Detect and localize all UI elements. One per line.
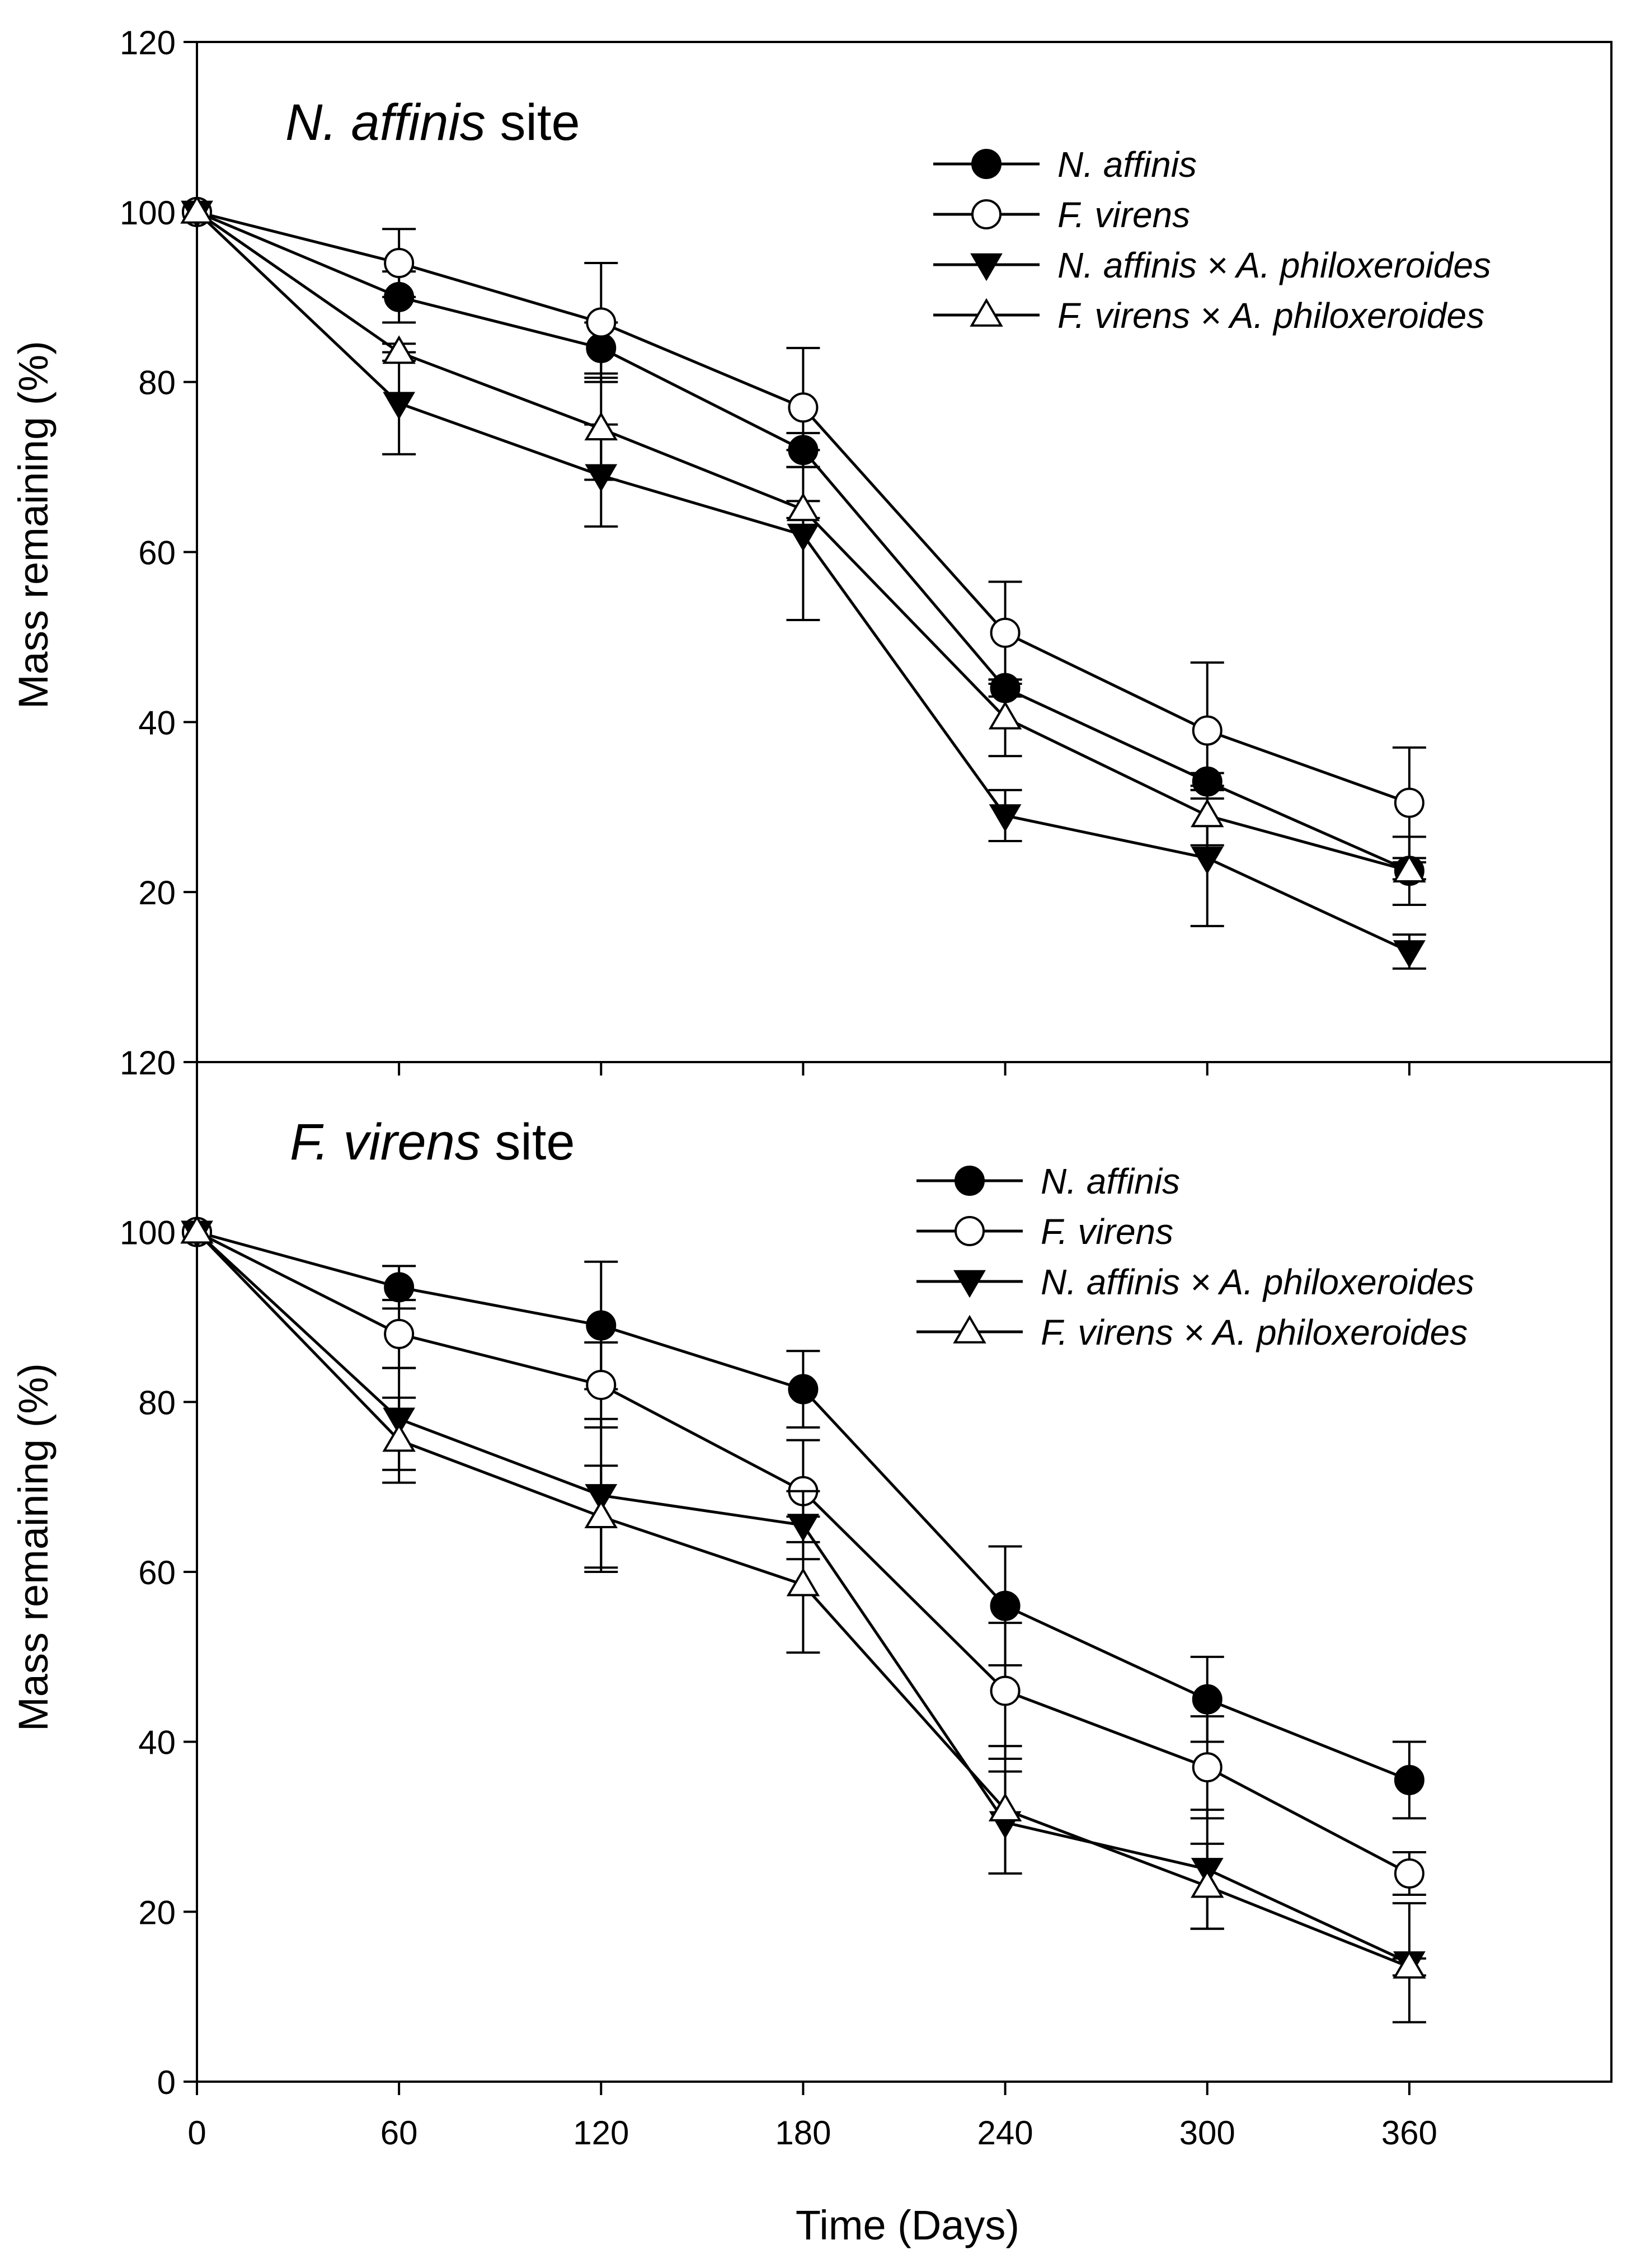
panel-1-series-4-point (1190, 799, 1224, 828)
panel-1-y-tick-label: 80 (138, 364, 176, 402)
panel-2-y-tick-label: 60 (138, 1554, 176, 1591)
panel-2-series-2-point (1394, 1858, 1425, 1889)
panel-1-series-4 (180, 195, 1426, 906)
panel-2-title-suffix: site (481, 1114, 575, 1171)
panel-2-x-tick-label: 120 (573, 2114, 629, 2152)
panel-2-series-4-point (988, 1792, 1022, 1821)
panel-1-y-tick-label: 20 (138, 874, 176, 912)
panel-2-y-tick-label: 80 (138, 1384, 176, 1421)
panel-1-y-tick-label: 120 (120, 24, 176, 62)
panel-2-y-tick-label: 120 (120, 1044, 176, 1082)
panel-2-series-4 (180, 1215, 1426, 1979)
panel-2-legend: N. affinis F. virens N. affinis × A. philo… (916, 1161, 1474, 1353)
panel-1-y-tick-label: 100 (120, 194, 176, 232)
panel-2-series-2-point (990, 1675, 1021, 1706)
panel-1-series-4-point (988, 701, 1022, 730)
panel-2-y-tick-label: 20 (138, 1894, 176, 1931)
panel-1-y-tick-label: 40 (138, 704, 176, 741)
panel-1-series-3-point (1393, 940, 1426, 968)
panel-1-series-3-point (383, 392, 416, 420)
panel-2-x-tick-label: 240 (977, 2114, 1033, 2152)
panel-1-y-tick-label: 0 (157, 1044, 176, 1082)
panel-1-legend-label: N. affinis (1057, 144, 1197, 185)
panel-2-series-1-point (788, 1374, 819, 1405)
panel-1-series-4-point (382, 335, 416, 364)
panel-2-legend-marker (953, 1270, 986, 1298)
panel-1-y-axis-label: Mass remaining (%) (10, 341, 57, 709)
panel-1-series-3-point (989, 804, 1022, 832)
panel-2-frame (196, 1061, 1613, 2083)
panel-2-series-1 (182, 1217, 1426, 1820)
panel-1-y-tick-label: 60 (138, 534, 176, 572)
panel-1-series-2-point (384, 247, 415, 278)
panel-2-series-1-point (586, 1310, 617, 1341)
panel-2-legend-label: N. affinis (1041, 1161, 1180, 1201)
panel-2-title: F. virens site (290, 1114, 575, 1171)
panel-1-series-3-point (787, 523, 820, 552)
panel-1-series-2-point (1394, 787, 1425, 818)
panel-2-title-species: F. virens (290, 1114, 481, 1171)
panel-2-series-4-point (584, 1500, 618, 1529)
panel-1-title: N. affinis site (285, 94, 580, 151)
panel-2-series-1-point (384, 1272, 415, 1303)
panel-1-series-4-point (786, 492, 820, 522)
panel-2-legend-label: N. affinis × A. philoxeroides (1041, 1262, 1474, 1302)
panel-1-title-suffix: site (486, 94, 580, 151)
panel-2-series-4-point (1190, 1869, 1224, 1898)
panel-2-series-1-point (1394, 1764, 1425, 1795)
panel-1-series-3-point (1191, 847, 1224, 875)
panel-1-series-4-point (180, 195, 214, 224)
panel-1-legend-marker (971, 199, 1002, 229)
panel-1-series-2-point (788, 392, 819, 423)
panel-2-y-tick-label: 40 (138, 1724, 176, 1762)
panel-2-y-tick-label: 100 (120, 1214, 176, 1252)
panel-1-series-2 (182, 196, 1426, 860)
panel-2-series-4-point (1393, 1950, 1426, 1979)
panel-1-series-4-point (1393, 853, 1426, 882)
legends-layer: N. affinis F. virens N. affinis × A. philo… (916, 144, 1491, 1353)
panel-2-series-2-point (384, 1318, 415, 1349)
panel-2-series-1-point (1192, 1684, 1223, 1715)
panel-2-legend-marker (955, 1166, 985, 1196)
panel-1-series-4-point (584, 412, 618, 440)
panel-1-legend-marker (971, 149, 1002, 179)
panel-2-series-4-point (786, 1567, 820, 1596)
panel-1-legend-label: F. virens (1057, 195, 1190, 235)
x-axis-label: Time (Days) (796, 2202, 1019, 2248)
panel-2-legend-label: F. virens × A. philoxeroides (1041, 1312, 1468, 1353)
panel-2-legend-marker (955, 1216, 985, 1246)
panel-2-x-tick-label: 360 (1381, 2114, 1437, 2152)
panel-2-series-4-point (382, 1423, 416, 1452)
panel-2-x-tick-label: 0 (187, 2114, 206, 2152)
panel-2-series-1-point (990, 1590, 1021, 1621)
panel-2-y-axis-label: Mass remaining (%) (10, 1363, 57, 1731)
panel-1-legend-label: F. virens × A. philoxeroides (1057, 295, 1484, 336)
panel-2-series-2-point (1192, 1752, 1223, 1783)
panel-2-x-tick-label: 180 (775, 2114, 831, 2152)
panel-2-y-tick-label: 0 (157, 2064, 176, 2101)
panel-2-series-2-point (586, 1369, 617, 1400)
panel-1-legend-label: N. affinis × A. philoxeroides (1057, 245, 1491, 285)
panel-1-title-species: N. affinis (285, 94, 486, 151)
panel-1-frame (196, 41, 1613, 1063)
panel-1-series-2-point (1192, 715, 1223, 746)
panel-2-legend-label: F. virens (1041, 1212, 1173, 1252)
panel-1-legend-marker (970, 298, 1003, 327)
series-layer (180, 195, 1426, 2023)
panel-1-legend: N. affinis F. virens N. affinis × A. philo… (933, 144, 1491, 336)
panel-1-legend-marker (970, 253, 1003, 281)
panel-1-series-2-point (586, 307, 617, 338)
panel-1-series-2-point (990, 617, 1021, 648)
panel-2-legend-marker (953, 1314, 986, 1344)
panel-2-series-4-point (180, 1215, 214, 1244)
panel-2-x-tick-label: 60 (380, 2114, 418, 2152)
panel-2-x-tick-label: 300 (1179, 2114, 1235, 2152)
